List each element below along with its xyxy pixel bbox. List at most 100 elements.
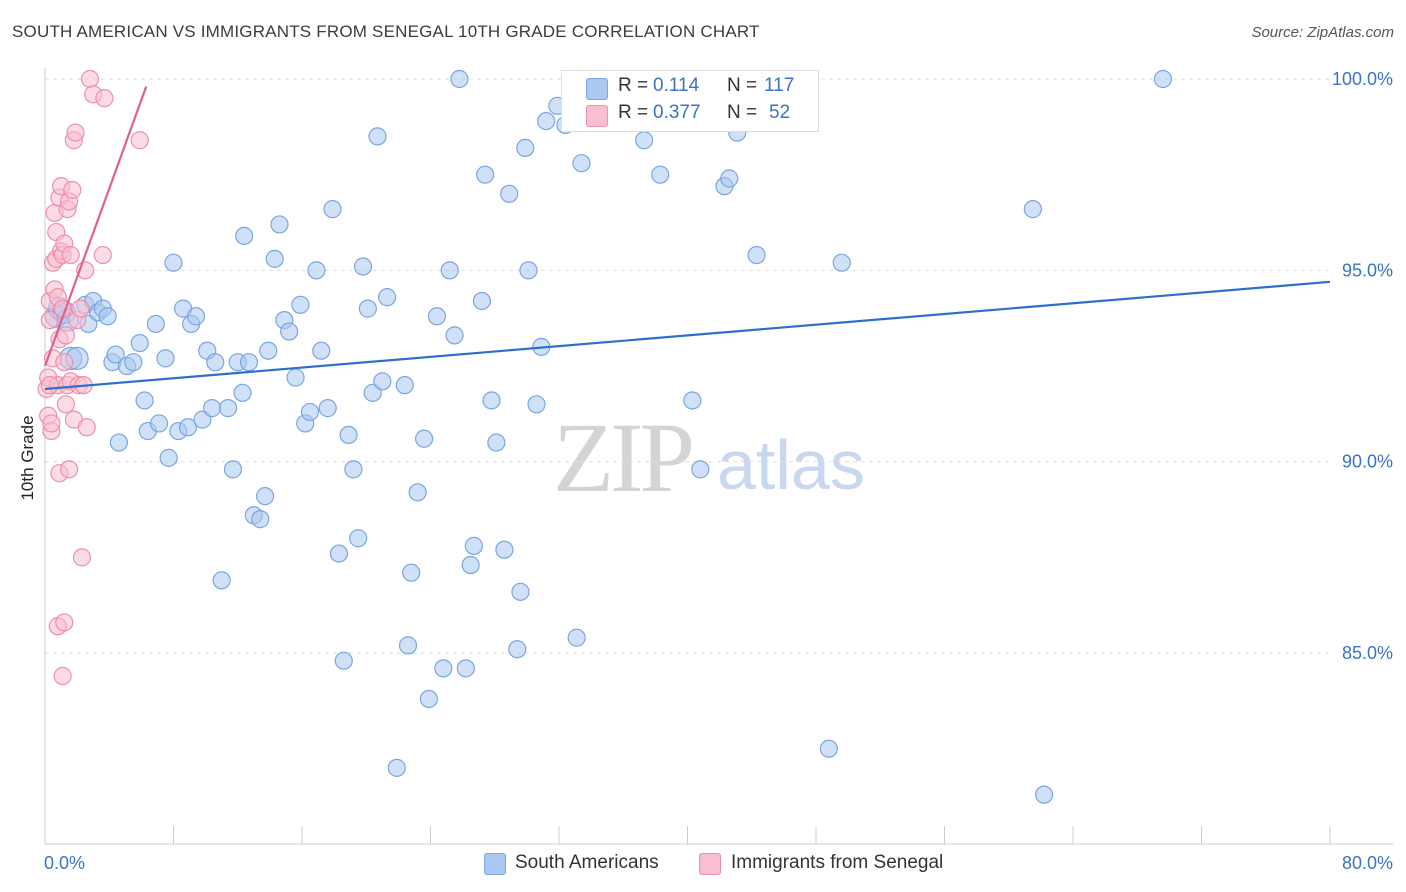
- point-south-american: [567, 628, 586, 647]
- point-south-american: [434, 659, 453, 678]
- point-south-american: [130, 333, 149, 353]
- legend-n-value: 117: [764, 75, 795, 96]
- legend-swatch-pink: [586, 105, 608, 127]
- y-tick-label: 100.0%: [1332, 69, 1393, 89]
- point-south-american: [156, 349, 175, 368]
- point-senegal: [72, 548, 92, 567]
- point-south-american: [572, 154, 591, 173]
- point-senegal: [56, 395, 75, 414]
- point-south-american: [339, 425, 358, 445]
- y-tick-label: 95.0%: [1342, 260, 1393, 280]
- watermark-zip: ZIP: [553, 402, 695, 513]
- point-south-american: [414, 429, 434, 448]
- point-south-american: [206, 353, 225, 372]
- point-south-american: [146, 314, 165, 334]
- point-south-american: [233, 383, 252, 402]
- point-south-american: [329, 544, 349, 563]
- point-south-american: [519, 261, 538, 280]
- point-south-american: [255, 487, 275, 506]
- point-south-american: [373, 372, 392, 391]
- point-south-american: [291, 295, 310, 314]
- point-senegal: [63, 180, 82, 200]
- point-south-american: [456, 659, 475, 678]
- point-south-american: [476, 165, 495, 184]
- bottom-legend-swatch-pink: [699, 853, 721, 875]
- point-south-american: [353, 257, 373, 276]
- point-senegal: [80, 69, 100, 89]
- point-south-american: [495, 540, 514, 559]
- point-south-american: [300, 402, 320, 422]
- point-south-american: [378, 288, 397, 307]
- point-senegal: [95, 89, 114, 108]
- point-south-american: [720, 169, 739, 188]
- point-south-american: [135, 391, 154, 410]
- point-south-american: [323, 200, 342, 219]
- point-south-american: [832, 253, 851, 272]
- point-south-american: [691, 460, 710, 479]
- x-tick-label: 80.0%: [1342, 853, 1393, 873]
- bottom-legend-label: Immigrants from Senegal: [731, 852, 944, 873]
- point-south-american: [537, 111, 556, 131]
- watermark-atlas: atlas: [717, 426, 865, 504]
- point-senegal: [93, 245, 112, 265]
- trend-line-south-americans: [44, 280, 1331, 391]
- point-south-american: [358, 299, 377, 318]
- point-senegal: [71, 299, 90, 318]
- point-south-american: [219, 399, 238, 418]
- data-points: [37, 69, 1173, 804]
- point-south-american: [472, 291, 491, 311]
- point-south-american: [251, 510, 270, 529]
- legend-r-value: 0.377: [653, 102, 701, 123]
- point-south-american: [635, 131, 654, 150]
- point-south-american: [516, 138, 535, 157]
- legend-n-label: N =: [727, 75, 758, 96]
- point-senegal: [130, 131, 149, 150]
- point-south-american: [508, 640, 527, 659]
- point-south-american: [747, 245, 766, 265]
- point-south-american: [334, 651, 353, 670]
- y-tick-label: 85.0%: [1342, 643, 1393, 663]
- point-south-american: [109, 433, 128, 452]
- point-south-american: [402, 563, 421, 582]
- point-south-american: [149, 414, 169, 433]
- point-senegal: [42, 414, 61, 433]
- point-south-american: [164, 253, 183, 272]
- point-south-american: [500, 184, 519, 203]
- point-south-american: [395, 376, 414, 395]
- point-south-american: [1153, 69, 1173, 89]
- legend-r-label: R =: [618, 75, 649, 96]
- point-south-american: [259, 341, 278, 360]
- y-axis-label: 10th Grade: [18, 415, 37, 500]
- point-south-american: [318, 399, 337, 418]
- y-tick-label: 90.0%: [1342, 452, 1393, 472]
- point-senegal: [59, 460, 79, 479]
- point-south-american: [419, 689, 438, 709]
- point-south-american: [98, 307, 117, 326]
- legend-swatch-blue: [586, 78, 608, 100]
- tick-labels: 85.0% 90.0% 95.0% 100.0% 0.0% 80.0% 10th Grade: [18, 69, 1393, 873]
- chart-title: SOUTH AMERICAN VS IMMIGRANTS FROM SENEGA…: [12, 22, 760, 41]
- point-south-american: [398, 636, 418, 655]
- legend-n-value: 52: [769, 102, 791, 123]
- point-south-american: [159, 448, 178, 467]
- source-label: Source: ZipAtlas.com: [1251, 24, 1394, 41]
- bottom-legend-label: South Americans: [515, 852, 659, 873]
- point-south-american: [239, 353, 259, 372]
- point-south-american: [651, 165, 670, 184]
- point-south-american: [307, 261, 326, 280]
- point-south-american: [445, 326, 464, 345]
- trend-line-senegal: [43, 86, 148, 367]
- point-south-american: [1034, 785, 1054, 804]
- point-south-american: [265, 249, 284, 268]
- legend-row-south-americans: R = 0.114 N = 117: [562, 75, 818, 101]
- point-south-american: [427, 307, 447, 326]
- point-south-american: [819, 739, 838, 758]
- point-south-american: [106, 345, 125, 364]
- point-south-american: [270, 215, 289, 234]
- point-south-american: [349, 529, 368, 548]
- point-senegal: [56, 326, 75, 345]
- point-south-american: [440, 261, 459, 280]
- point-senegal: [66, 123, 85, 142]
- point-south-american: [482, 391, 501, 410]
